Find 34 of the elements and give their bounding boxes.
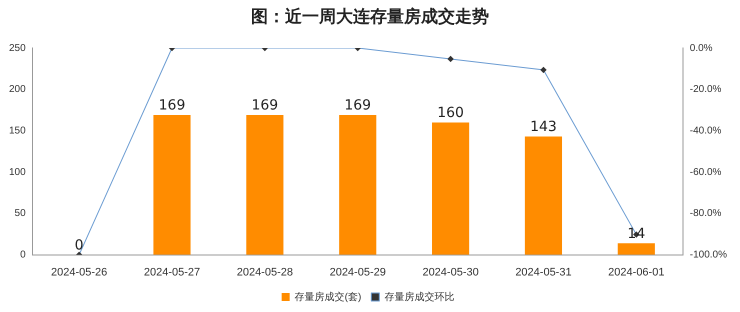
y-tick-label: 200 <box>8 84 26 96</box>
legend-label: 存量房成交(套) <box>294 290 362 303</box>
y2-tick-label: -100.0% <box>690 250 728 261</box>
chart-title: 图：近一周大连存量房成交走势 <box>250 6 490 29</box>
x-tick-label: 2024-05-27 <box>144 266 200 278</box>
x-tick-label: 2024-05-31 <box>515 266 572 278</box>
y2-tick-label: 0.0% <box>690 42 713 54</box>
x-tick-label: 2024-05-29 <box>330 266 386 278</box>
data-label: 169 <box>158 98 186 114</box>
bar <box>432 122 470 255</box>
x-tick-label: 2024-06-01 <box>608 266 664 278</box>
y-tick-label: 50 <box>14 208 26 220</box>
x-tick-label: 2024-05-28 <box>236 266 293 278</box>
bar <box>246 115 284 255</box>
bar <box>524 136 562 255</box>
data-label: 143 <box>530 119 557 136</box>
data-label: 169 <box>344 98 372 114</box>
bar <box>153 115 191 255</box>
data-label: 160 <box>437 105 464 122</box>
y-tick-label: 150 <box>8 125 26 136</box>
x-tick-label: 2024-05-30 <box>422 266 479 278</box>
bar <box>618 243 655 255</box>
y2-tick-label: -80.0% <box>690 208 722 220</box>
x-tick-label: 2024-05-26 <box>50 266 108 278</box>
y2-tick-label: -60.0% <box>690 166 722 178</box>
bar <box>339 115 376 255</box>
data-label: 0 <box>74 237 84 254</box>
y2-tick-label: -20.0% <box>690 84 722 96</box>
y2-tick-label: -40.0% <box>690 125 722 136</box>
y-tick-label: 250 <box>8 42 26 54</box>
y-tick-label: 0 <box>20 250 26 261</box>
y-tick-label: 100 <box>8 166 26 178</box>
data-label: 169 <box>251 98 278 114</box>
legend-label: 存量房成交环比 <box>384 290 454 303</box>
